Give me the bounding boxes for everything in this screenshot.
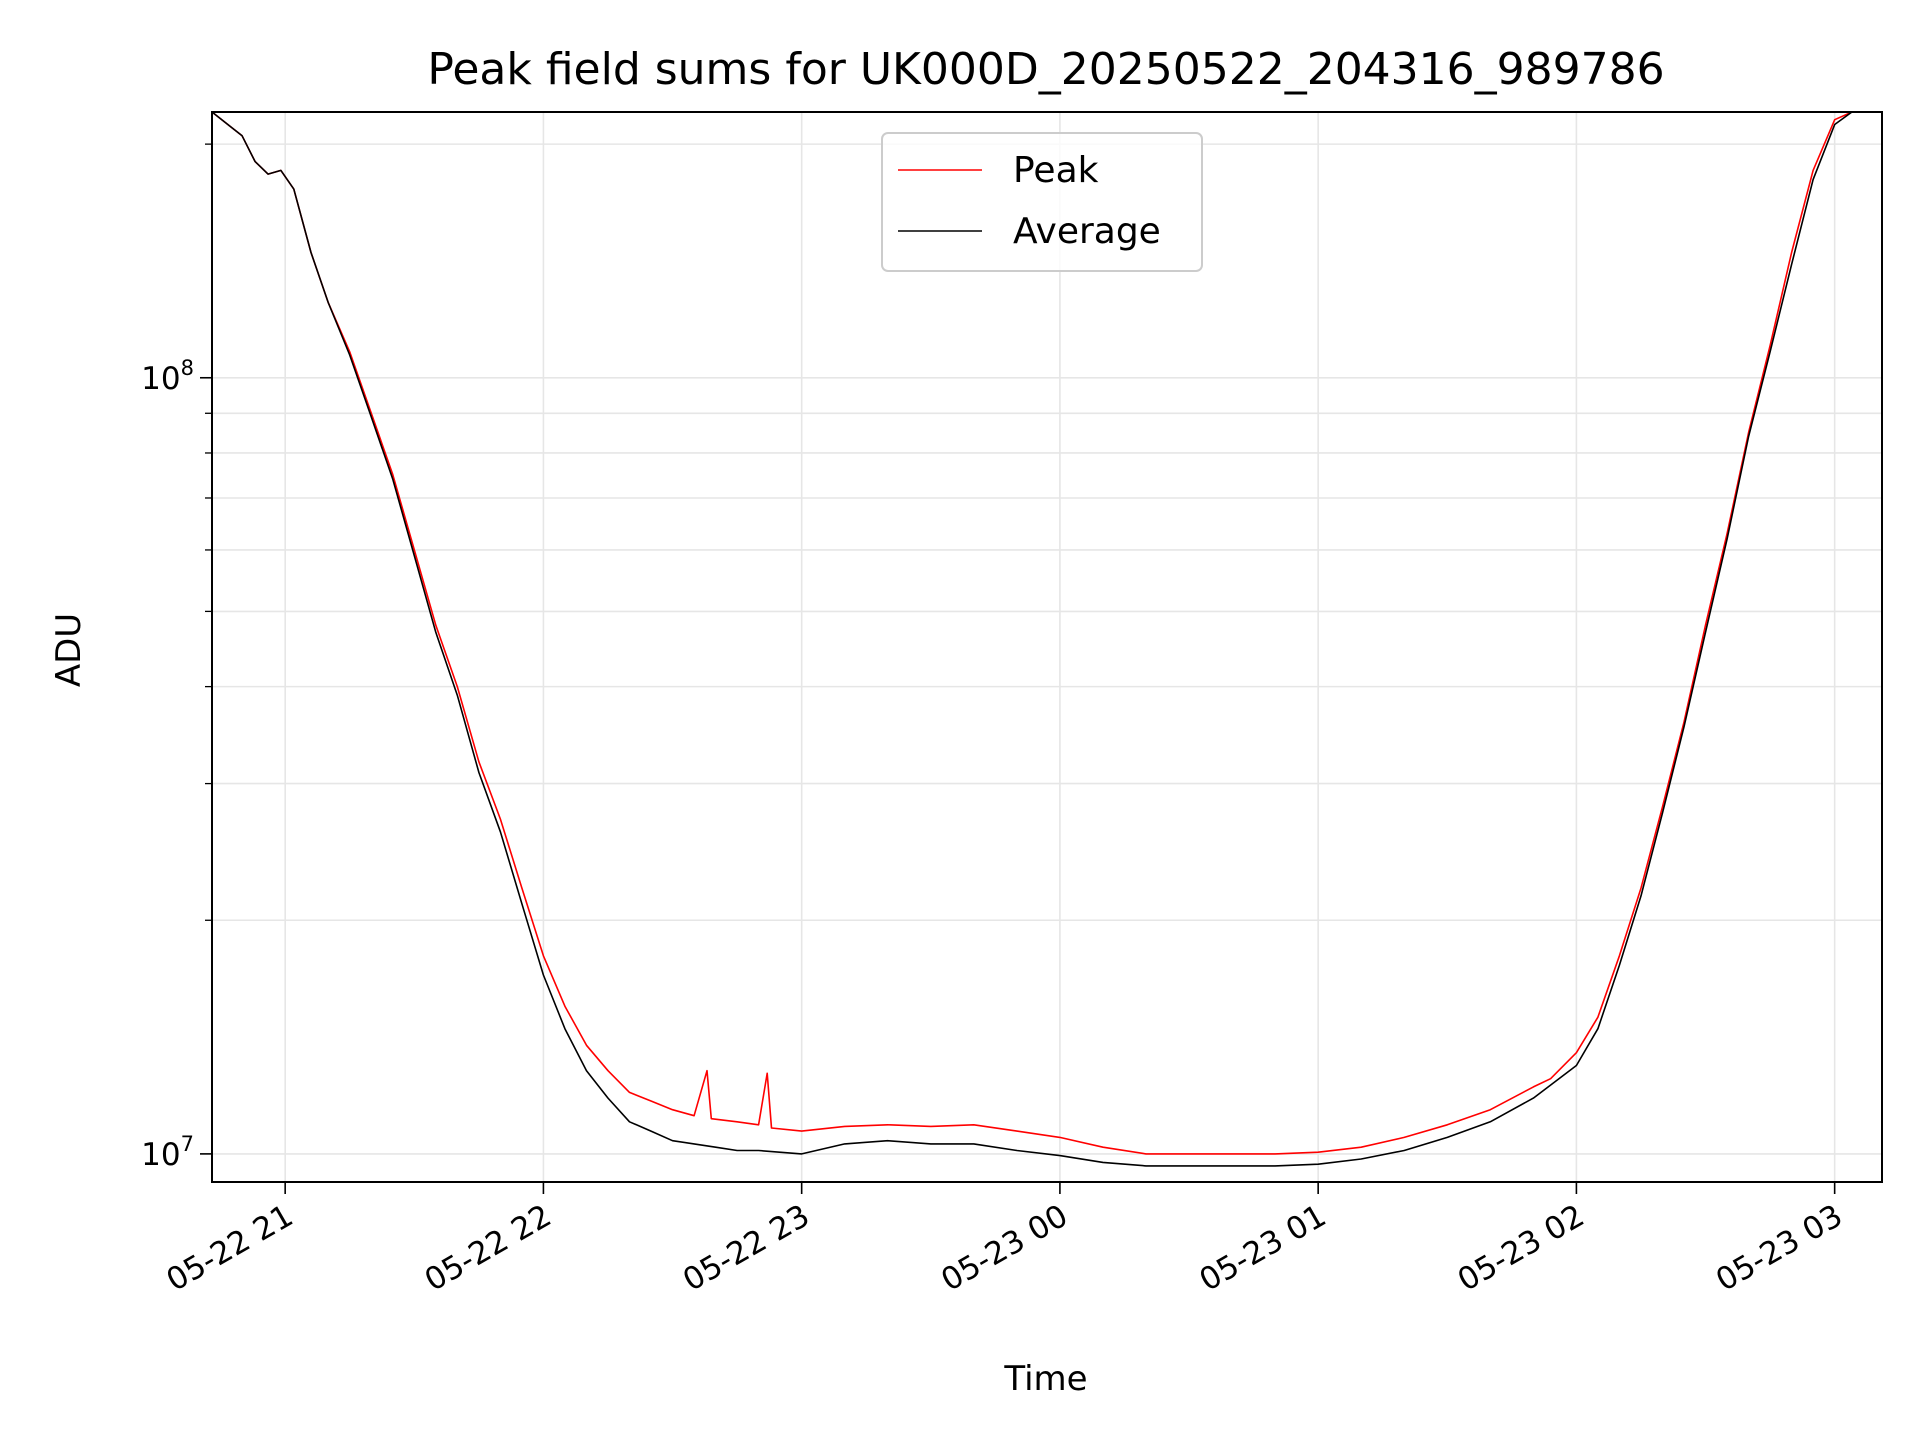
grid-lines [212,112,1882,1182]
x-axis-label: Time [1003,1359,1087,1399]
y-axis-ticks: 107 108 [141,143,212,1173]
legend-label-average: Average [1013,211,1161,252]
series-line-peak [212,112,1853,1155]
series-group [212,112,1853,1167]
legend-box [881,132,1203,272]
plot-frame [211,111,1883,1183]
y-axis-label: ADU [49,613,89,687]
y-tick-label: 107 [141,1132,194,1173]
y-tick-label: 108 [141,356,194,397]
legend-label-peak: Peak [1013,150,1099,191]
chart-title: Peak field sums for UK000D_20250522_2043… [427,44,1664,95]
series-line-average [212,112,1853,1167]
legend: Peak Average [881,132,1203,272]
